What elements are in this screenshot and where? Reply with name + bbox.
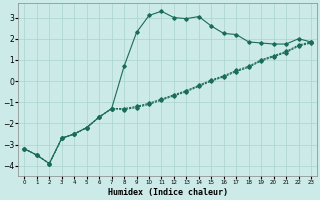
X-axis label: Humidex (Indice chaleur): Humidex (Indice chaleur) [108,188,228,197]
